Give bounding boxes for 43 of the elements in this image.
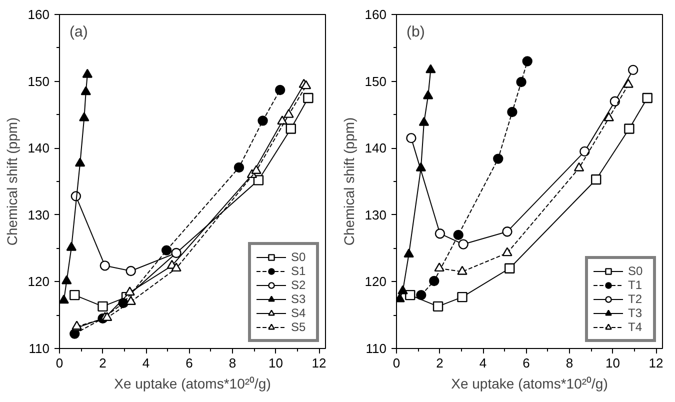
y-tick-label: 120	[364, 274, 387, 290]
x-tick-label: 6	[522, 356, 530, 370]
y-axis-title: Chemical shift (ppm)	[340, 117, 357, 246]
y-tick-label: 160	[28, 7, 50, 22]
y-tick-label: 140	[28, 140, 50, 156]
legend-label: S4	[291, 306, 307, 320]
y-tick-label: 150	[28, 74, 50, 89]
x-tick-label: 0	[392, 356, 400, 370]
text: (b)	[406, 24, 425, 40]
y-tick-label: 130	[28, 207, 50, 222]
x-tick-label: 0	[56, 356, 64, 370]
x-tick-label: 8	[566, 356, 574, 370]
legend-label: T3	[628, 306, 644, 320]
x-axis-title: Xe uptake (atoms*10²⁰/g)	[114, 376, 271, 392]
y-tick-label: 160	[364, 7, 387, 22]
legend-label: S2	[291, 278, 307, 292]
legend-label: S1	[291, 264, 307, 278]
legend-label: S3	[291, 292, 307, 306]
x-tick-label: 4	[479, 356, 487, 370]
y-tick-label: 140	[364, 140, 387, 156]
y-tick-label: 150	[364, 74, 387, 89]
x-tick-label: 6	[186, 356, 193, 370]
x-tick-label: 2	[99, 356, 106, 370]
y-tick-label: 120	[28, 274, 50, 290]
legend-label: S0	[628, 264, 644, 278]
x-tick-label: 8	[228, 356, 236, 370]
legend-label: S5	[291, 320, 307, 334]
y-tick-label: 130	[364, 207, 387, 222]
legend-label: S0	[291, 250, 307, 264]
legend-label: T2	[628, 292, 644, 306]
legend-label: T4	[628, 320, 644, 334]
x-tick-label: 10	[606, 356, 620, 370]
x-tick-label: 12	[648, 356, 664, 370]
y-tick-label: 110	[366, 341, 387, 356]
y-axis-title: Chemical shift (ppm)	[4, 117, 20, 246]
x-tick-label: 12	[312, 356, 326, 370]
x-axis-title: Xe uptake (atoms*10²⁰/g)	[451, 376, 608, 392]
legend-label: T1	[628, 278, 644, 292]
y-tick-label: 110	[28, 341, 50, 356]
x-tick-label: 10	[268, 356, 283, 370]
x-tick-label: 4	[142, 356, 150, 370]
text: (a)	[70, 24, 88, 40]
x-tick-label: 2	[436, 356, 444, 370]
